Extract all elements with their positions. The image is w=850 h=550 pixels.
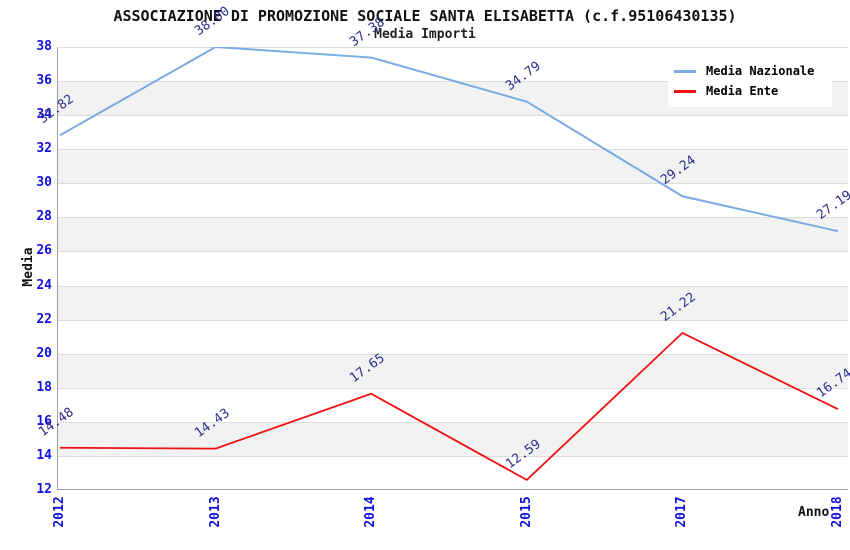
chart-title: ASSOCIAZIONE DI PROMOZIONE SOCIALE SANTA…: [113, 7, 737, 25]
y-tick-label: 32: [36, 141, 52, 157]
x-tick-label: 2013: [207, 496, 223, 528]
legend-swatch-media-ente: [674, 89, 696, 93]
plot-area: [57, 47, 848, 490]
y-tick-label: 18: [36, 379, 52, 395]
series-line-media-nazionale: [59, 47, 839, 233]
y-tick-label: 38: [36, 39, 52, 54]
y-tick-label: 24: [36, 277, 52, 293]
y-tick-label: 36: [36, 73, 52, 89]
y-tick-label: 20: [36, 345, 52, 361]
grid-band: [57, 353, 848, 388]
grid-band: [57, 285, 848, 320]
y-tick-label: 28: [36, 209, 52, 225]
legend-item-media-nazionale: Media Nazionale: [674, 61, 826, 81]
grid-band: [57, 149, 848, 184]
legend-swatch-media-nazionale: [674, 69, 696, 73]
x-tick-label: 2015: [518, 496, 534, 528]
legend-label: Media Ente: [706, 84, 779, 98]
y-tick-label: 16: [36, 413, 52, 429]
y-tick-label: 22: [36, 311, 52, 327]
x-tick-label: 2018: [830, 496, 845, 528]
y-tick-label: 34: [36, 107, 52, 123]
y-tick-label: 26: [36, 243, 52, 259]
x-tick-label: 2012: [52, 496, 67, 528]
y-tick-label: 12: [36, 482, 52, 497]
y-tick-label: 30: [36, 175, 52, 191]
legend-item-media-ente: Media Ente: [674, 81, 826, 101]
x-tick-label: 2017: [674, 496, 690, 528]
x-axis-title: Anno: [798, 505, 830, 520]
x-tick-label: 2014: [363, 496, 379, 528]
y-tick-label: 14: [36, 447, 52, 463]
legend: Media Nazionale Media Ente: [668, 56, 832, 107]
chart-subtitle: Media Importi: [374, 27, 476, 42]
legend-label: Media Nazionale: [706, 64, 815, 78]
series-line-media-ente: [59, 331, 839, 482]
grid-band: [57, 217, 848, 252]
